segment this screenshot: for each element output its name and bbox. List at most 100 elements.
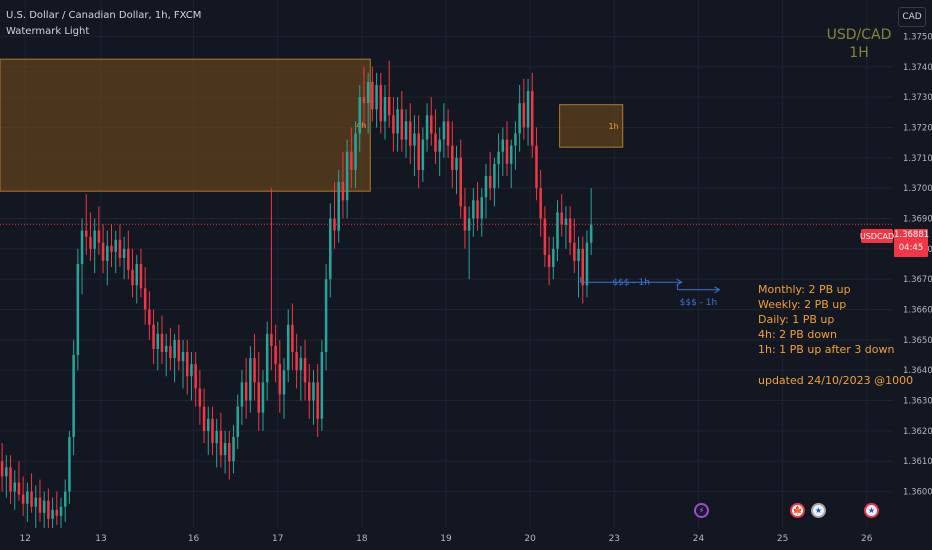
lightning-event-icon[interactable]: ⚡ — [694, 503, 709, 518]
liquidity-arrowhead — [676, 278, 683, 286]
us-flag-icon-2[interactable]: ★ — [864, 503, 879, 518]
zone-label: 4h — [356, 121, 366, 130]
candle-body — [329, 218, 332, 280]
candle-body — [476, 200, 479, 219]
candle-body — [556, 212, 559, 249]
candle-body — [585, 242, 589, 286]
symbol-title[interactable]: U.S. Dollar / Canadian Dollar, 1h, FXCM — [6, 10, 202, 21]
candle-body — [223, 443, 227, 456]
supply-zones: 4h 1h — [0, 58, 624, 192]
last-price-label: 1.36881 04:45 — [894, 229, 929, 257]
note-4h: 4h: 2 PB down — [758, 328, 838, 341]
candle-body — [463, 206, 467, 231]
price-tick-label: 1.37200 — [903, 123, 932, 133]
candle-body — [135, 264, 139, 286]
candle-body — [560, 212, 563, 225]
candle-body — [404, 121, 408, 140]
price-tick-label: 1.36700 — [903, 275, 932, 285]
price-tick-label: 1.36300 — [903, 397, 932, 407]
note-updated: updated 24/10/2023 @1000 — [758, 374, 914, 387]
candle-body — [430, 115, 433, 134]
candle-body — [341, 182, 345, 201]
candle-body — [169, 345, 172, 359]
candle-body — [451, 145, 454, 170]
time-tick-label: 25 — [777, 534, 788, 544]
candle-body — [152, 324, 155, 349]
candle-body — [400, 109, 404, 140]
price-tick-label: 1.37500 — [903, 32, 932, 42]
candle-body — [438, 139, 441, 152]
candle-body — [577, 248, 580, 261]
candle-body — [84, 230, 88, 237]
candle-body — [249, 358, 252, 401]
price-axis[interactable]: 1.37500 1.37400 1.37300 1.37200 1.37100 1.370… — [892, 0, 932, 550]
candle-body — [13, 482, 16, 492]
candle-body — [190, 364, 193, 377]
candle-body — [455, 157, 458, 170]
candle-body — [164, 345, 168, 352]
candle-body — [156, 333, 160, 349]
candle-body — [122, 248, 126, 258]
candle-body — [425, 115, 429, 140]
time-tick-label: 23 — [609, 534, 620, 544]
candle-body — [219, 430, 223, 456]
candle-body — [522, 103, 526, 128]
candle-body — [143, 288, 147, 310]
candle-body — [324, 279, 328, 352]
candle-body — [413, 133, 416, 146]
candle-body — [244, 382, 248, 401]
candle-body — [320, 352, 324, 419]
candle-body — [366, 81, 370, 104]
candle-body — [97, 230, 101, 243]
currency-button[interactable]: CAD — [898, 7, 926, 27]
candle-body — [530, 91, 534, 146]
candle-body — [59, 506, 63, 516]
candle-body — [333, 218, 336, 231]
candle-body — [518, 103, 521, 134]
candle-body — [303, 358, 307, 383]
candle-body — [101, 242, 105, 261]
candle-body — [177, 339, 181, 362]
candle-body — [564, 218, 568, 225]
time-tick-label: 17 — [272, 534, 283, 544]
candle-body — [526, 91, 530, 128]
canada-flag-icon[interactable]: 🍁 — [790, 503, 805, 518]
indicator-label[interactable]: Watermark Light — [6, 26, 90, 37]
candle-body — [350, 151, 353, 170]
note-1h: 1h: 1 PB up after 3 down — [758, 343, 895, 356]
candle-body — [253, 358, 256, 383]
candle-body — [93, 230, 96, 249]
candle-body — [371, 81, 374, 110]
candle-body — [17, 482, 21, 495]
time-tick-label: 26 — [861, 534, 873, 544]
candle-body — [211, 418, 214, 444]
candle-body — [240, 382, 244, 407]
zone-label: 1h — [609, 122, 619, 131]
candle-body — [207, 418, 210, 431]
candle-body — [568, 218, 572, 243]
candle-body — [316, 382, 319, 419]
candle-body — [589, 224, 593, 243]
candle-body — [38, 497, 42, 513]
time-tick-label: 24 — [693, 534, 705, 544]
time-tick-label: 12 — [20, 534, 31, 544]
candle-body — [89, 236, 92, 249]
candle-body — [299, 358, 303, 371]
price-tick-label: 1.37100 — [903, 154, 932, 164]
candle-body — [484, 176, 488, 198]
candle-body — [131, 270, 134, 286]
candle-body — [488, 176, 492, 189]
candle-body — [21, 494, 25, 504]
time-axis[interactable]: 12 13 16 17 18 19 20 23 24 25 26 — [0, 528, 932, 550]
candle-body — [535, 145, 538, 189]
candle-body — [55, 509, 59, 516]
us-flag-icon[interactable]: ★ — [811, 503, 826, 518]
candle-body — [68, 436, 71, 492]
liquidity-label: $$$ - 1h — [612, 278, 650, 288]
candle-body — [387, 97, 391, 116]
note-daily: Daily: 1 PB up — [758, 313, 835, 326]
candle-body — [480, 197, 484, 219]
analysis-notes: Monthly: 2 PB up Weekly: 2 PB up Daily: … — [758, 282, 913, 388]
liquidity-arrowhead — [714, 286, 721, 294]
